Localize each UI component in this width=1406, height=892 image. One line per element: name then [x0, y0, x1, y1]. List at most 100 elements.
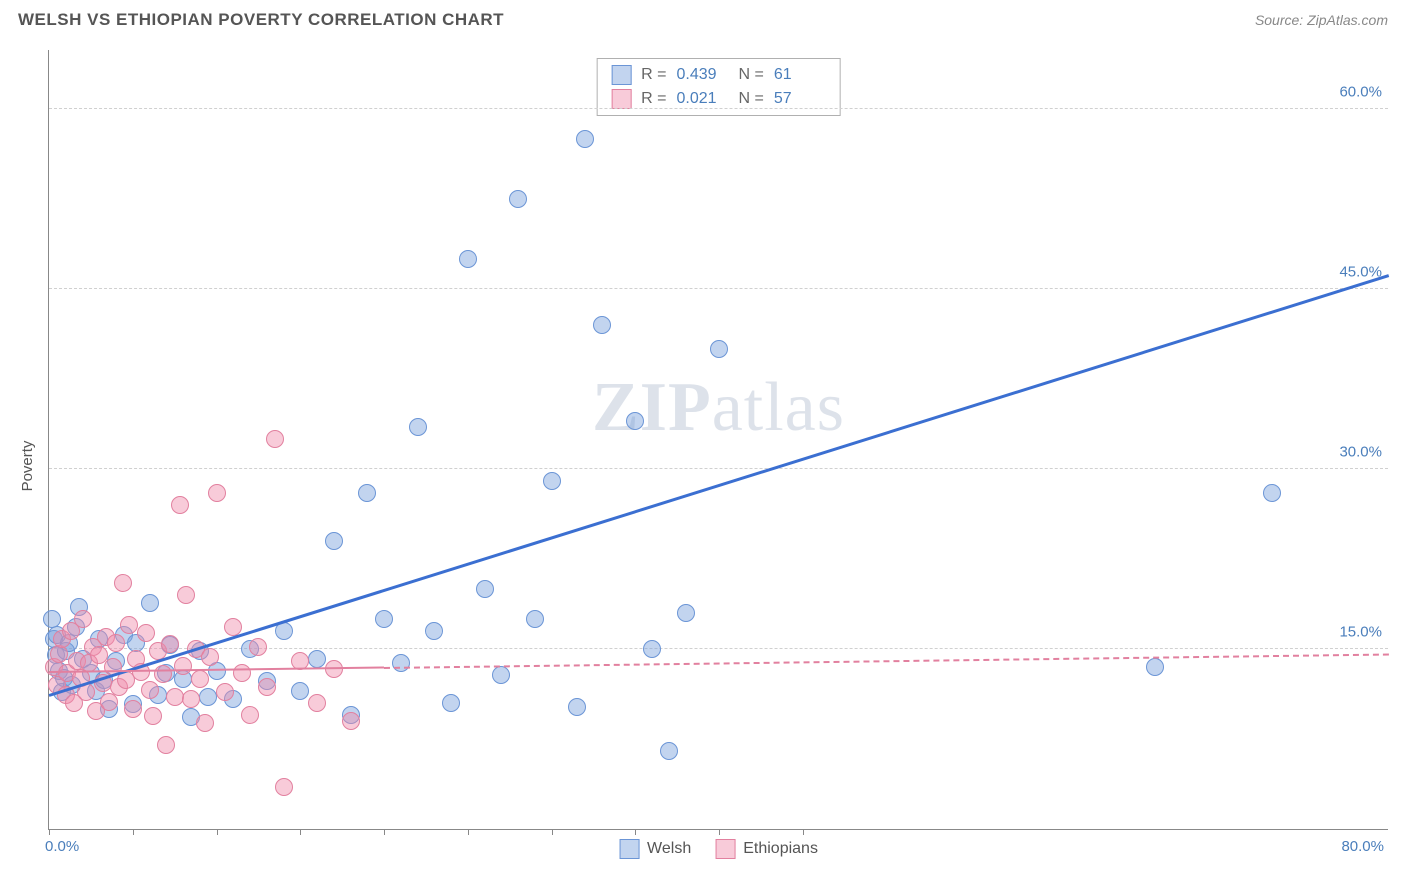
data-point: [249, 638, 267, 656]
legend-n-label: N =: [739, 66, 764, 84]
x-tick: [133, 829, 134, 835]
y-axis-label: Poverty: [19, 441, 36, 492]
data-point: [157, 736, 175, 754]
data-point: [710, 340, 728, 358]
legend-r-label: R =: [641, 90, 666, 108]
data-point: [177, 586, 195, 604]
header: WELSH VS ETHIOPIAN POVERTY CORRELATION C…: [0, 0, 1406, 34]
x-tick: [384, 829, 385, 835]
data-point: [233, 664, 251, 682]
legend-n-value: 57: [774, 90, 826, 108]
legend-swatch: [715, 839, 735, 859]
legend-r-label: R =: [641, 66, 666, 84]
gridline: [49, 108, 1388, 109]
data-point: [626, 412, 644, 430]
data-point: [174, 657, 192, 675]
x-axis-origin-label: 0.0%: [45, 838, 79, 855]
x-tick: [468, 829, 469, 835]
plot-region: ZIPatlas R =0.439N =61R =0.021N =57 Wels…: [48, 50, 1388, 830]
chart-title: WELSH VS ETHIOPIAN POVERTY CORRELATION C…: [18, 10, 504, 30]
x-tick: [635, 829, 636, 835]
data-point: [266, 430, 284, 448]
data-point: [576, 130, 594, 148]
data-point: [1146, 658, 1164, 676]
x-tick: [552, 829, 553, 835]
data-point: [241, 706, 259, 724]
data-point: [141, 594, 159, 612]
legend-swatch: [619, 839, 639, 859]
data-point: [409, 418, 427, 436]
data-point: [120, 616, 138, 634]
data-point: [492, 666, 510, 684]
data-point: [543, 472, 561, 490]
data-point: [526, 610, 544, 628]
data-point: [342, 712, 360, 730]
data-point: [568, 698, 586, 716]
x-tick: [803, 829, 804, 835]
data-point: [593, 316, 611, 334]
legend-r-value: 0.439: [677, 66, 729, 84]
data-point: [308, 694, 326, 712]
trend-line: [49, 274, 1390, 697]
data-point: [166, 688, 184, 706]
legend-item: Ethiopians: [715, 839, 818, 859]
x-tick: [217, 829, 218, 835]
data-point: [358, 484, 376, 502]
chart-area: Poverty ZIPatlas R =0.439N =61R =0.021N …: [0, 40, 1406, 892]
trend-line: [384, 653, 1389, 668]
legend-swatch: [611, 65, 631, 85]
data-point: [208, 484, 226, 502]
data-point: [196, 714, 214, 732]
data-point: [141, 681, 159, 699]
data-point: [216, 683, 234, 701]
x-axis-max-label: 80.0%: [1341, 838, 1384, 855]
data-point: [308, 650, 326, 668]
legend-row: R = 0.439 N = 61: [611, 63, 826, 87]
watermark: ZIPatlas: [592, 368, 845, 448]
x-tick: [719, 829, 720, 835]
data-point: [325, 532, 343, 550]
data-point: [114, 574, 132, 592]
y-tick-label: 30.0%: [1339, 444, 1382, 461]
data-point: [43, 610, 61, 628]
data-point: [425, 622, 443, 640]
data-point: [459, 250, 477, 268]
data-point: [191, 670, 209, 688]
data-point: [325, 660, 343, 678]
data-point: [258, 678, 276, 696]
data-point: [643, 640, 661, 658]
data-point: [442, 694, 460, 712]
data-point: [171, 496, 189, 514]
legend-n-value: 61: [774, 66, 826, 84]
data-point: [161, 635, 179, 653]
data-point: [392, 654, 410, 672]
legend-swatch: [611, 89, 631, 109]
data-point: [476, 580, 494, 598]
data-point: [199, 688, 217, 706]
data-point: [201, 648, 219, 666]
data-point: [509, 190, 527, 208]
legend-label: Ethiopians: [743, 840, 818, 858]
data-point: [144, 707, 162, 725]
legend-item: Welsh: [619, 839, 691, 859]
y-tick-label: 15.0%: [1339, 624, 1382, 641]
data-point: [137, 624, 155, 642]
data-point: [1263, 484, 1281, 502]
data-point: [107, 634, 125, 652]
data-point: [677, 604, 695, 622]
source-label: Source: ZipAtlas.com: [1255, 12, 1388, 28]
y-tick-label: 60.0%: [1339, 84, 1382, 101]
legend-r-value: 0.021: [677, 90, 729, 108]
x-tick: [49, 829, 50, 835]
data-point: [660, 742, 678, 760]
legend-label: Welsh: [647, 840, 691, 858]
data-point: [275, 778, 293, 796]
data-point: [182, 690, 200, 708]
data-point: [74, 610, 92, 628]
x-tick: [300, 829, 301, 835]
series-legend: Welsh Ethiopians: [619, 839, 818, 859]
data-point: [124, 700, 142, 718]
gridline: [49, 288, 1388, 289]
data-point: [291, 682, 309, 700]
data-point: [154, 665, 172, 683]
